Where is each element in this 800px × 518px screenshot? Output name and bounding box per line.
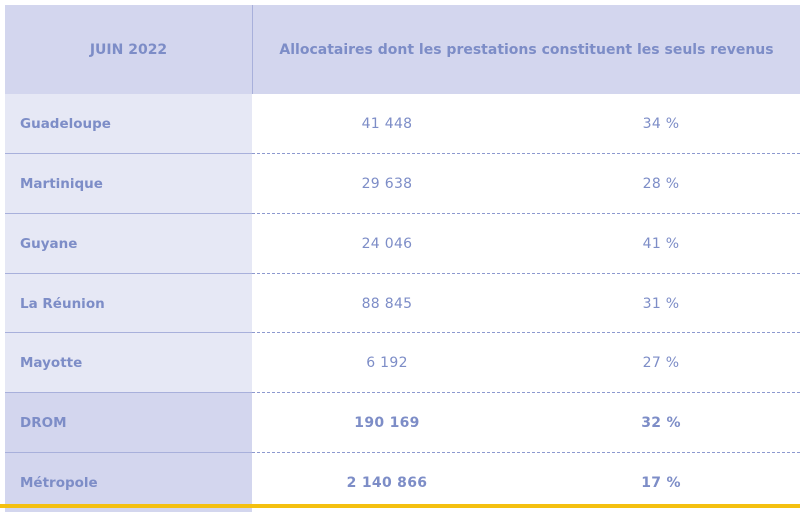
row-divider — [252, 452, 800, 453]
row-label: Mayotte — [5, 333, 252, 392]
row-divider — [252, 332, 800, 333]
table-row-total: DROM 190 169 32 % — [5, 393, 800, 452]
header-divider — [252, 5, 253, 94]
row-divider — [5, 452, 252, 453]
table-header: JUIN 2022 Allocataires dont les prestati… — [5, 5, 800, 94]
row-percent: 41 % — [642, 235, 680, 252]
row-divider — [252, 392, 800, 393]
row-count: 29 638 — [361, 175, 413, 192]
row-label: DROM — [5, 393, 252, 452]
row-divider — [252, 273, 800, 274]
table-row: Guyane 24 046 41 % — [5, 214, 800, 273]
accent-bar — [0, 504, 800, 508]
table-row: La Réunion 88 845 31 % — [5, 274, 800, 333]
row-label: Métropole — [5, 453, 252, 512]
row-divider — [252, 153, 800, 154]
table-row: Guadeloupe 41 448 34 % — [5, 94, 800, 153]
row-label: La Réunion — [5, 274, 252, 333]
row-label: Guadeloupe — [5, 94, 252, 153]
header-period: JUIN 2022 — [89, 41, 168, 58]
row-count: 88 845 — [361, 295, 413, 312]
row-percent: 28 % — [642, 175, 680, 192]
row-percent: 32 % — [641, 414, 681, 431]
row-count: 6 192 — [366, 354, 408, 371]
row-divider — [5, 153, 252, 154]
row-divider — [252, 213, 800, 214]
row-divider — [5, 332, 252, 333]
data-table: JUIN 2022 Allocataires dont les prestati… — [5, 5, 800, 513]
row-percent: 34 % — [642, 115, 680, 132]
row-label: Guyane — [5, 214, 252, 273]
table-row: Martinique 29 638 28 % — [5, 154, 800, 213]
table-row-total: Métropole 2 140 866 17 % — [5, 453, 800, 512]
row-count: 2 140 866 — [346, 474, 428, 491]
table-row: Mayotte 6 192 27 % — [5, 333, 800, 392]
row-divider — [5, 392, 252, 393]
row-label: Martinique — [5, 154, 252, 213]
row-divider — [5, 213, 252, 214]
row-percent: 27 % — [642, 354, 680, 371]
row-percent: 17 % — [641, 474, 681, 491]
header-allocataires: Allocataires dont les prestations consti… — [279, 41, 774, 58]
row-count: 190 169 — [354, 414, 420, 431]
row-percent: 31 % — [642, 295, 680, 312]
row-count: 41 448 — [361, 115, 413, 132]
row-count: 24 046 — [361, 235, 413, 252]
row-divider — [5, 273, 252, 274]
